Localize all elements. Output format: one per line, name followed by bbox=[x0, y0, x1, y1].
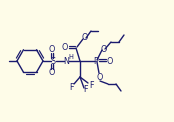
Text: O: O bbox=[62, 44, 68, 52]
Text: P: P bbox=[94, 56, 98, 66]
Text: F: F bbox=[70, 82, 74, 92]
Text: S: S bbox=[50, 56, 56, 66]
Text: F: F bbox=[89, 81, 93, 90]
Text: N: N bbox=[63, 56, 69, 66]
Text: F: F bbox=[83, 85, 87, 93]
Text: O: O bbox=[49, 68, 55, 77]
Text: O: O bbox=[82, 34, 88, 42]
Text: O: O bbox=[101, 45, 107, 54]
Text: H: H bbox=[68, 54, 73, 60]
Text: O: O bbox=[97, 73, 103, 82]
Text: O: O bbox=[107, 56, 113, 66]
Text: O: O bbox=[49, 45, 55, 54]
